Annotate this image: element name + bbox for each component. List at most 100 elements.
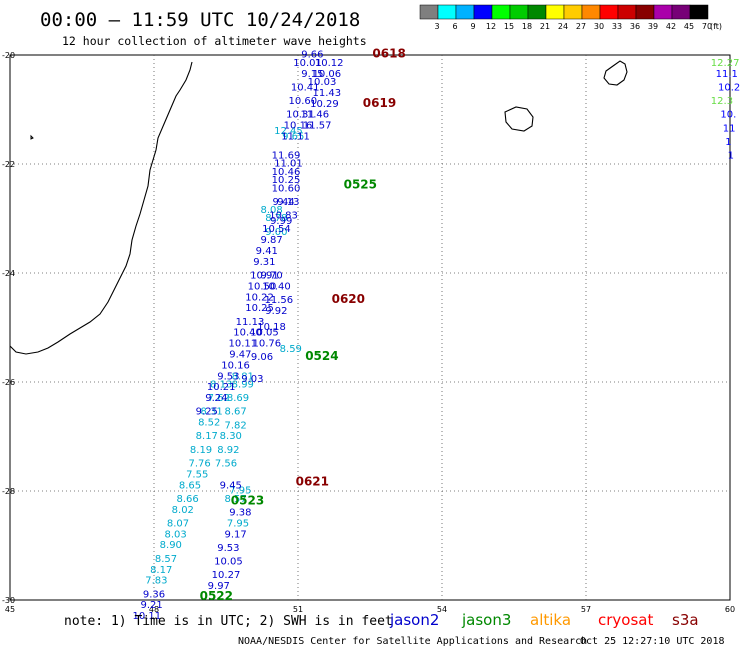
wave-height-value: 10.25 [245, 303, 274, 314]
satellite-name-jason2: jason2 [389, 611, 439, 629]
lat-tick-label: -24 [2, 269, 15, 278]
legend-label: 6 [452, 22, 457, 31]
legend-label: 36 [630, 22, 640, 31]
legend-swatch [491, 4, 511, 20]
wave-height-value: 10.06 [312, 69, 341, 80]
wave-height-value: 9.70 [260, 270, 282, 281]
edge-wave-height-value: 12.27 [711, 58, 740, 69]
legend-label: 15 [504, 22, 514, 31]
wave-height-value: 8.30 [220, 431, 242, 442]
wave-height-value: 9.15 [301, 69, 323, 80]
wave-height-value: 11.69 [272, 151, 301, 162]
wave-height-value: 11.01 [274, 159, 303, 170]
wave-height-value: 8.66 [176, 494, 198, 505]
lon-tick-label: 48 [149, 605, 159, 614]
legend-label: 42 [666, 22, 676, 31]
legend-swatch [635, 4, 655, 20]
wave-height-value: 10.16 [221, 360, 250, 371]
wave-height-value: 8.19 [190, 445, 212, 456]
wave-height-value: 8.17 [150, 565, 172, 576]
wave-height-value: 8.08 [260, 205, 282, 216]
wave-height-value: 11.56 [264, 295, 293, 306]
legend-swatch [455, 4, 475, 20]
wave-height-value: 8.81 [232, 371, 254, 382]
wave-height-value: 8.90 [160, 540, 182, 551]
wave-height-value: 9.06 [251, 352, 273, 363]
legend-swatch [437, 4, 457, 20]
footer-note: note: 1) Time is in UTC; 2) SWH is in fe… [64, 614, 393, 629]
wave-height-value: 10.11 [228, 339, 257, 350]
wave-height-value: 8.67 [224, 407, 246, 418]
wave-height-value: 8.99 [232, 379, 254, 390]
wave-height-value: 10.91 [250, 270, 279, 281]
wave-height-value: 10.01 [293, 58, 322, 69]
wave-height-value: 11.13 [236, 317, 265, 328]
satellite-name-s3a: s3a [672, 611, 699, 629]
wave-height-value: 9.44 [272, 197, 294, 208]
wave-height-value: 10.27 [212, 570, 241, 581]
legend-swatch [689, 4, 709, 20]
legend-label: 27 [576, 22, 586, 31]
altimeter-track-values: 8.818.13 8.997.628.69 8.31 8.67 8.52 7.82 8.17… [132, 50, 343, 622]
footer-timestamp: Oct 25 12:27:10 UTC 2018 [580, 636, 725, 647]
wave-height-value: 7.83 [145, 576, 167, 587]
wave-height-value: 7.56 [215, 458, 237, 469]
edge-wave-height-value: 10.2 [718, 82, 740, 93]
pass-time-label: 0620 [332, 292, 365, 306]
legend-label: 18 [522, 22, 532, 31]
satellite-name-jason3: jason3 [461, 611, 511, 629]
lon-tick-label: 57 [581, 605, 591, 614]
wave-height-value: 9.65 [282, 131, 304, 142]
wave-height-value: 10.83 [269, 211, 298, 222]
islet [30, 134, 34, 140]
wave-height-value: 7.62 [208, 393, 230, 404]
wave-height-value: 8.78 [265, 213, 287, 224]
satellite-name-altika: altika [530, 611, 571, 629]
wave-height-value: 9.97 [208, 581, 230, 592]
legend-swatch [581, 4, 601, 20]
wave-height-value: 10.31 [286, 110, 315, 121]
axis-tick-labels: 45 48 51 54 57 60 -20 -22 -24 -26 -28 -30 [2, 51, 735, 614]
legend-unit: (ft) [710, 22, 722, 31]
wave-height-value: 10.25 [272, 175, 301, 186]
wave-height-value: 8.59 [280, 344, 302, 355]
wave-height-value: 10.29 [310, 99, 339, 110]
edge-wave-height-value: 11.1 [716, 69, 738, 80]
lat-tick-label: -28 [2, 487, 15, 496]
wave-height-value: 7.95 [229, 486, 251, 497]
wave-height-value: 10.40 [262, 281, 291, 292]
wave-height-value: 9.92 [265, 306, 287, 317]
wave-height-value: 9.45 [220, 480, 242, 491]
mauritius-island [603, 60, 628, 86]
edge-wave-height-value: 1 [728, 151, 734, 162]
legend-label: 9 [470, 22, 475, 31]
wave-height-value: 10.76 [252, 339, 281, 350]
wave-height-value: 8.03 [164, 529, 186, 540]
wave-height-value: 9.00 [265, 227, 287, 238]
wave-height-value: 11.43 [312, 88, 341, 99]
map-frame [9, 54, 731, 601]
wave-height-value: 10.18 [257, 322, 286, 333]
wave-height-value: 8.52 [198, 418, 220, 429]
lon-tick-label: 60 [725, 605, 735, 614]
chart-subtitle: 12 hour collection of altimeter wave hei… [62, 34, 367, 48]
legend-swatch [617, 4, 637, 20]
wave-height-value: 9.36 [143, 589, 165, 600]
pass-time-label: 0619 [363, 96, 396, 110]
edge-wave-height-value: 1 [725, 137, 731, 148]
wave-height-value: 8.17 [196, 431, 218, 442]
wave-height-value: 10.60 [272, 183, 301, 194]
legend-label: 70 [702, 22, 712, 31]
pass-time-label: 0524 [305, 349, 338, 363]
wave-height-value: 10.03 [308, 77, 337, 88]
wave-height-value: 8.02 [172, 505, 194, 516]
lon-tick-label: 51 [293, 605, 303, 614]
wave-height-value: 12.45 [274, 126, 303, 137]
wave-height-value: 7.76 [188, 458, 210, 469]
wave-height-value: 10.41 [291, 82, 320, 93]
legend-swatch [509, 4, 529, 20]
legend-label: 3 [434, 22, 439, 31]
wave-height-value: 10.22 [245, 292, 274, 303]
wave-height-value: 10.60 [288, 96, 317, 107]
